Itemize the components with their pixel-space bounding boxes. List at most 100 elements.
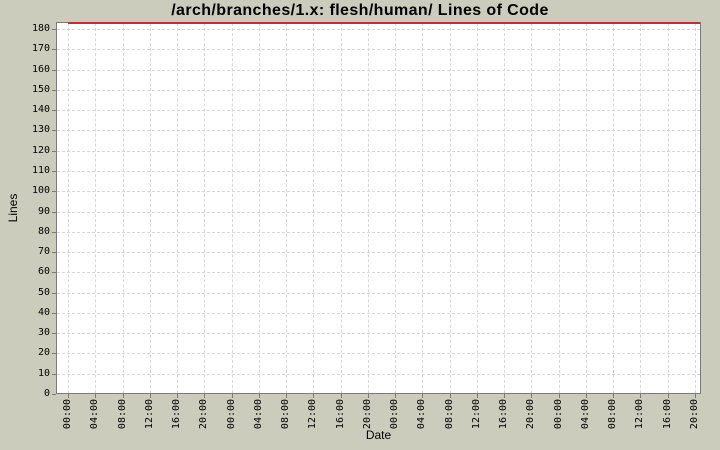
x-tick-label: 08:00 (607, 398, 618, 430)
y-gridline (57, 151, 700, 152)
x-gridline (286, 23, 287, 393)
x-tick-label: 08:00 (280, 398, 291, 430)
y-tick-mark (52, 272, 56, 273)
y-tick-mark (52, 333, 56, 334)
x-tick-mark (95, 394, 96, 398)
x-gridline (313, 23, 314, 393)
x-gridline (477, 23, 478, 393)
x-tick-label: 16:00 (335, 398, 346, 430)
y-tick-label: 140 (31, 104, 50, 115)
y-tick-mark (52, 49, 56, 50)
x-tick-mark (150, 394, 151, 398)
y-gridline (57, 110, 700, 111)
y-gridline (57, 29, 700, 30)
x-tick-mark (259, 394, 260, 398)
y-tick-mark (52, 151, 56, 152)
x-tick-mark (313, 394, 314, 398)
x-gridline (586, 23, 587, 393)
x-tick-label: 16:00 (171, 398, 182, 430)
y-tick-label: 0 (43, 388, 50, 399)
x-gridline (204, 23, 205, 393)
y-gridline (57, 90, 700, 91)
x-tick-label: 20:00 (525, 398, 536, 430)
y-tick-mark (52, 29, 56, 30)
y-tick-label: 110 (31, 165, 50, 176)
y-gridline (57, 252, 700, 253)
x-gridline (695, 23, 696, 393)
y-tick-label: 50 (37, 287, 50, 298)
y-gridline (57, 130, 700, 131)
y-gridline (57, 70, 700, 71)
x-gridline (232, 23, 233, 393)
y-gridline (57, 171, 700, 172)
y-tick-label: 80 (37, 226, 50, 237)
y-gridline (57, 191, 700, 192)
x-tick-label: 04:00 (580, 398, 591, 430)
x-tick-label: 12:00 (144, 398, 155, 430)
x-gridline (150, 23, 151, 393)
y-tick-label: 90 (37, 206, 50, 217)
x-gridline (177, 23, 178, 393)
y-tick-mark (52, 171, 56, 172)
x-gridline (123, 23, 124, 393)
y-tick-label: 160 (31, 64, 50, 75)
x-tick-label: 20:00 (689, 398, 700, 430)
x-gridline (259, 23, 260, 393)
x-tick-label: 20:00 (362, 398, 373, 430)
y-gridline (57, 49, 700, 50)
x-tick-mark (177, 394, 178, 398)
x-tick-label: 16:00 (498, 398, 509, 430)
chart-title: /arch/branches/1.x: flesh/human/ Lines o… (171, 2, 549, 19)
x-tick-mark (695, 394, 696, 398)
y-gridline (57, 374, 700, 375)
y-tick-mark (52, 130, 56, 131)
y-tick-label: 40 (37, 307, 50, 318)
plot-area (56, 22, 701, 394)
x-tick-label: 00:00 (226, 398, 237, 430)
x-gridline (640, 23, 641, 393)
x-gridline (668, 23, 669, 393)
y-tick-label: 170 (31, 43, 50, 54)
x-tick-mark (586, 394, 587, 398)
y-tick-label: 150 (31, 84, 50, 95)
x-tick-label: 08:00 (444, 398, 455, 430)
y-tick-label: 70 (37, 246, 50, 257)
x-tick-label: 12:00 (471, 398, 482, 430)
x-tick-mark (286, 394, 287, 398)
x-gridline (395, 23, 396, 393)
x-gridline (95, 23, 96, 393)
x-tick-mark (668, 394, 669, 398)
x-gridline (531, 23, 532, 393)
y-tick-mark (52, 353, 56, 354)
x-tick-mark (68, 394, 69, 398)
y-gridline (57, 313, 700, 314)
y-tick-mark (52, 293, 56, 294)
y-tick-label: 130 (31, 124, 50, 135)
y-tick-mark (52, 191, 56, 192)
x-tick-mark (341, 394, 342, 398)
x-tick-label: 12:00 (307, 398, 318, 430)
x-tick-label: 00:00 (389, 398, 400, 430)
loc-series-line (68, 22, 700, 24)
x-tick-label: 16:00 (662, 398, 673, 430)
x-axis-title: Date (365, 428, 392, 442)
y-tick-label: 30 (37, 327, 50, 338)
x-tick-mark (368, 394, 369, 398)
x-gridline (341, 23, 342, 393)
x-tick-label: 04:00 (253, 398, 264, 430)
x-tick-mark (450, 394, 451, 398)
x-tick-label: 12:00 (634, 398, 645, 430)
y-tick-mark (52, 374, 56, 375)
y-tick-label: 10 (37, 368, 50, 379)
y-tick-mark (52, 212, 56, 213)
x-gridline (504, 23, 505, 393)
y-tick-label: 60 (37, 266, 50, 277)
x-tick-mark (531, 394, 532, 398)
y-tick-mark (52, 70, 56, 71)
x-tick-label: 00:00 (62, 398, 73, 430)
x-tick-mark (613, 394, 614, 398)
x-tick-label: 00:00 (553, 398, 564, 430)
x-tick-label: 20:00 (198, 398, 209, 430)
x-gridline (559, 23, 560, 393)
